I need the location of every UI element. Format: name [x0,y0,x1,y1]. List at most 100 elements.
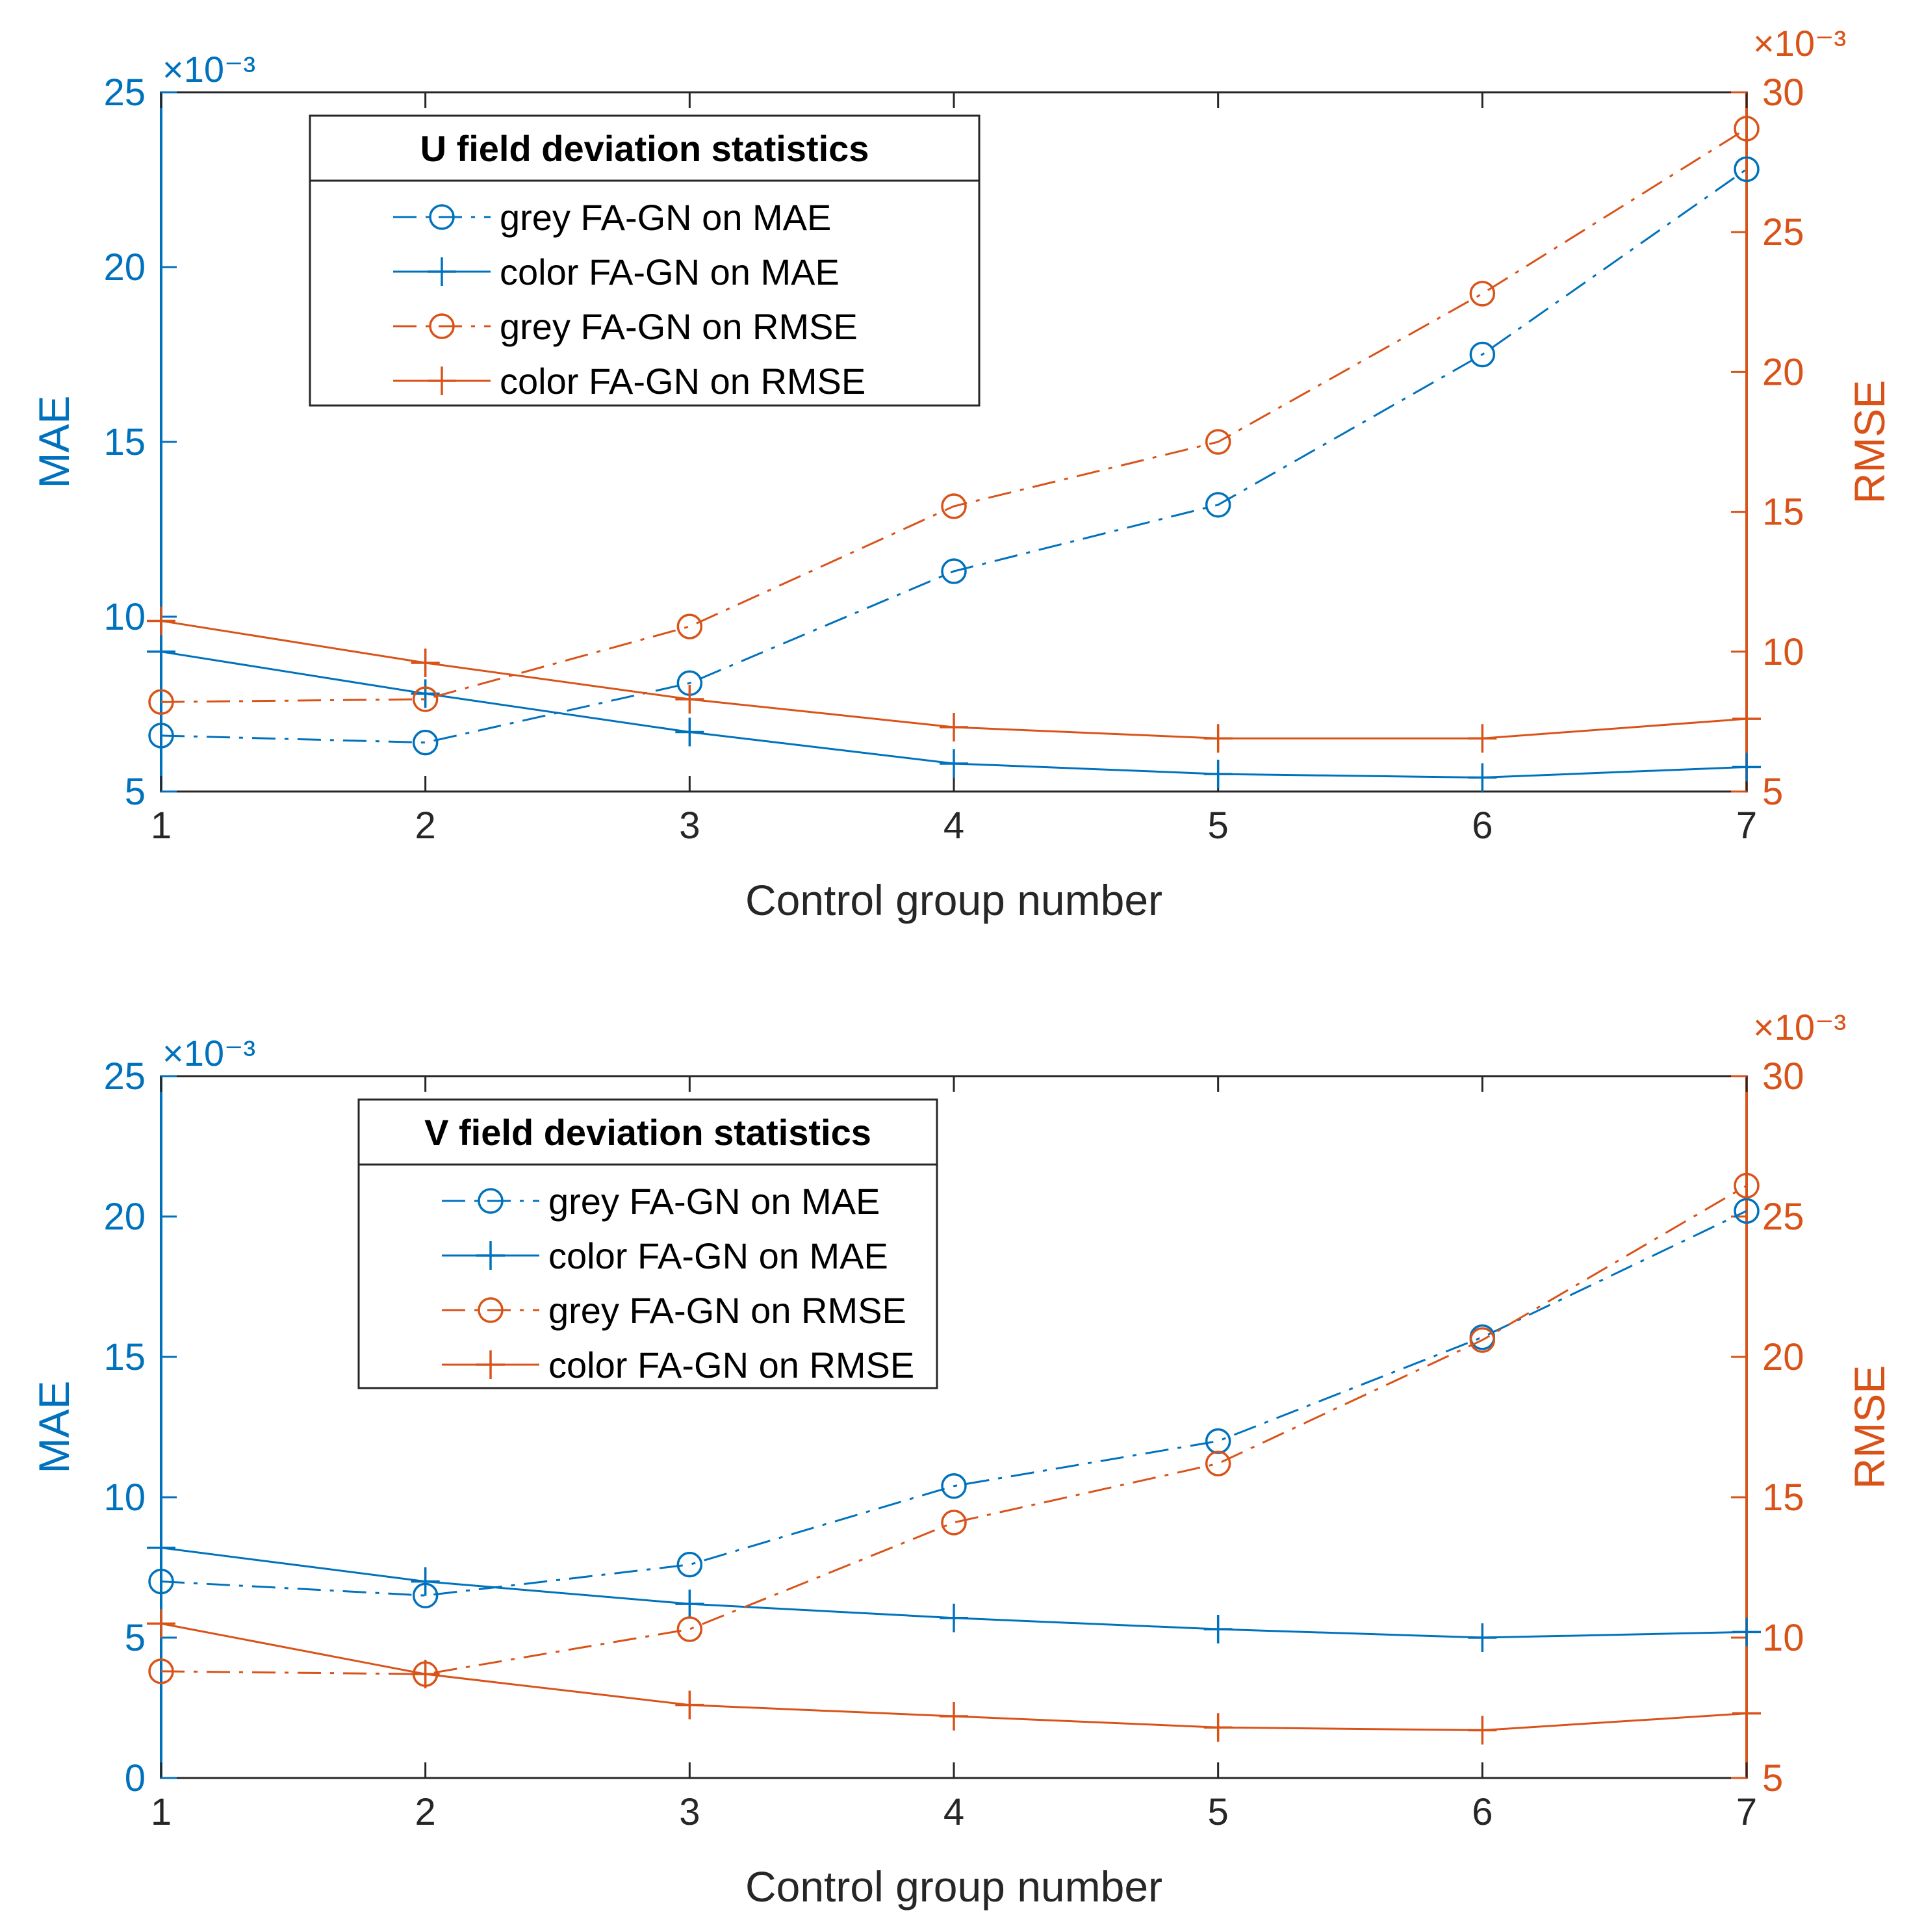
x-tick-label: 2 [415,1791,436,1833]
right-y-tick-label: 15 [1762,491,1804,534]
x-axis-label: Control group number [745,1862,1162,1911]
left-y-tick-label: 25 [103,71,146,114]
data-point [676,1551,703,1578]
series-line [160,127,1747,703]
legend-marker [478,1297,504,1323]
series-line [160,1210,1747,1597]
left-y-tick-label: 25 [103,1055,146,1098]
data-point [1469,1327,1496,1353]
x-tick-label: 6 [1472,805,1493,847]
data-point [940,1603,968,1632]
series-grey-fa-gn-on-rmse [148,116,1760,715]
data-point [941,1510,967,1536]
series-grey-fa-gn-on-mae [148,1198,1760,1608]
data-point [148,689,174,715]
legend-box [357,1098,938,1389]
legend-label: color FA-GN on RMSE [500,361,866,402]
data-point [1203,760,1233,789]
data-point [1468,1716,1497,1745]
data-point [941,1473,967,1499]
legend-label: grey FA-GN on RMSE [548,1290,906,1331]
data-point [1732,1699,1761,1728]
legend-item: grey FA-GN on MAE [442,1181,880,1222]
x-tick-label: 2 [415,805,436,847]
right-y-tick-label: 5 [1762,1757,1783,1799]
legend-marker [476,1241,505,1270]
x-tick-label: 4 [943,805,964,847]
x-tick-label: 7 [1736,805,1757,847]
data-point [411,1660,440,1689]
left-y-tick-label: 20 [103,246,146,289]
left-y-tick-label: 10 [103,596,146,638]
data-point [940,1701,968,1731]
data-point [1205,1428,1231,1454]
right-y-tick-label: 30 [1762,1055,1804,1098]
legend-item: color FA-GN on RMSE [442,1345,914,1385]
data-point [148,723,174,749]
left-y-tick-label: 15 [103,421,146,463]
data-point [1734,116,1760,142]
series-grey-fa-gn-on-rmse [148,1172,1760,1687]
data-point [1734,1172,1760,1199]
legend-marker [429,204,455,230]
left-exponent-label: ×10⁻³ [162,49,255,90]
x-tick-label: 5 [1208,805,1229,847]
data-point [147,1609,175,1638]
x-tick-label: 3 [679,805,700,847]
legend-label: color FA-GN on RMSE [548,1345,914,1385]
data-point [147,1533,175,1562]
legend-marker [428,257,456,286]
data-point [1205,492,1231,518]
data-point [1734,156,1760,183]
left-y-axis-label: MAE [30,395,78,488]
series-color-fa-gn-on-rmse [147,1609,1761,1745]
legend-title: V field deviation statistics [424,1112,871,1153]
legend-box [309,114,981,407]
series-color-fa-gn-on-mae [147,1533,1761,1652]
data-point [1732,704,1761,734]
legend-label: grey FA-GN on MAE [548,1181,880,1222]
data-point [940,749,968,778]
left-y-tick-label: 0 [125,1757,146,1799]
right-y-tick-label: 25 [1762,211,1804,253]
x-tick-label: 6 [1472,1791,1493,1833]
legend-item: color FA-GN on MAE [393,251,840,292]
data-point [1468,763,1497,792]
x-tick-label: 4 [943,1791,964,1833]
legend-marker [476,1350,505,1379]
data-point [675,1590,704,1619]
x-tick-label: 7 [1736,1791,1757,1833]
data-point [1203,1615,1233,1644]
data-point [675,717,704,747]
series-color-fa-gn-on-rmse [147,606,1761,753]
data-point [148,1658,174,1684]
legend-item: grey FA-GN on RMSE [393,306,858,347]
left-y-axis-label: MAE [30,1380,78,1473]
right-exponent-label: ×10⁻³ [1753,23,1846,64]
right-y-tick-label: 15 [1762,1476,1804,1519]
data-point [1734,1198,1760,1224]
right-y-tick-label: 20 [1762,1336,1804,1378]
series-line [160,1185,1747,1675]
legend-marker [478,1188,504,1214]
x-tick-label: 3 [679,1791,700,1833]
x-tick-label: 5 [1208,1791,1229,1833]
left-y-tick-label: 10 [103,1476,146,1519]
data-point [411,1567,440,1596]
legend-item: grey FA-GN on RMSE [442,1290,906,1331]
legend: U field deviation statistics grey FA-GN o… [309,114,981,407]
chart-u-field: 1 2 3 4 5 6 751015202551015202530×10⁻³×10⁻³Con… [30,23,1893,924]
data-point [941,493,967,519]
data-point [940,713,968,742]
left-y-tick-label: 5 [125,1617,146,1659]
right-y-tick-label: 10 [1762,1617,1804,1659]
x-tick-label: 1 [151,805,172,847]
data-point [1469,281,1496,307]
x-tick-label: 1 [151,1791,172,1833]
right-y-tick-label: 10 [1762,631,1804,673]
data-point [1468,724,1497,753]
data-point [1203,1713,1233,1742]
series-color-fa-gn-on-mae [147,637,1761,792]
legend-item: grey FA-GN on MAE [393,197,831,238]
